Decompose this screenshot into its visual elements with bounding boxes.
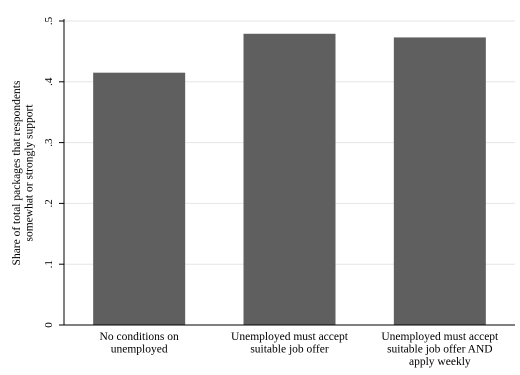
y-tick-label: .1 <box>43 260 55 268</box>
bar <box>393 37 486 325</box>
y-tick-label: 0 <box>43 322 55 328</box>
bar <box>93 72 186 326</box>
x-category-label: No conditions on unemployed <box>100 331 179 356</box>
axes <box>59 19 515 326</box>
bars <box>93 33 486 326</box>
labels: 0 .1 .2 .3 .4 .5 No conditions on unemployed Une… <box>11 16 499 368</box>
x-category-label: Unemployed must accept suitable job offer <box>231 331 349 356</box>
y-tick-label: .3 <box>43 138 55 147</box>
y-axis-title: Share of total packages that respondents… <box>11 80 36 265</box>
y-tick-label: .4 <box>43 77 55 86</box>
y-tick-label: .5 <box>43 16 55 25</box>
y-tick-label: .2 <box>43 199 55 207</box>
x-category-label: Unemployed must accept suitable job offer… <box>381 331 499 368</box>
bar <box>243 33 336 325</box>
